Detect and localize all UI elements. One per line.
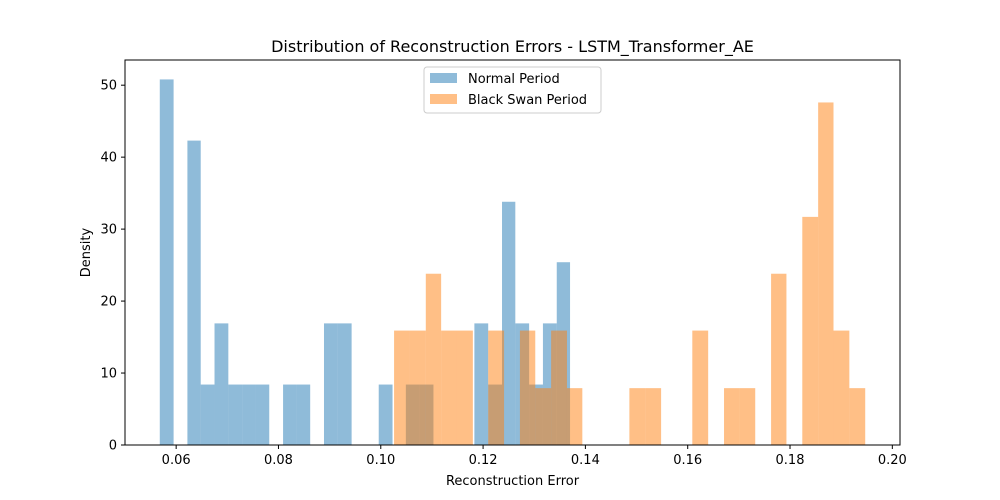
black-swan-period-bar-0 xyxy=(394,330,410,445)
black-swan-period-bar-29 xyxy=(849,388,866,445)
y-tick-label-3: 30 xyxy=(100,223,117,238)
black-swan-period-bar-24 xyxy=(771,273,787,445)
normal-period-bar-0 xyxy=(159,79,174,446)
x-tick-label-2: 0.10 xyxy=(366,453,395,468)
y-tick-label-0: 0 xyxy=(109,439,117,454)
x-axis: 0.06 0.08 0.10 0.12 0.14 0.16 0.18 0.20 xyxy=(162,445,907,468)
normal-period-bar-13 xyxy=(337,323,352,445)
normal-period-bar-2 xyxy=(187,140,201,445)
plot-frame xyxy=(124,59,901,446)
legend-box xyxy=(423,66,602,114)
x-tick-label-5: 0.16 xyxy=(673,453,702,468)
normal-period-bar-10 xyxy=(296,384,311,445)
black-swan-period-bar-28 xyxy=(833,330,850,445)
legend-swatch-normal-period xyxy=(430,73,457,83)
black-swan-period-bar-15 xyxy=(629,388,646,445)
black-swan-period-bar-26 xyxy=(802,216,819,445)
chart-title: Distribution of Reconstruction Errors - … xyxy=(271,37,754,57)
x-tick-label-3: 0.12 xyxy=(469,453,498,468)
legend-swatch-black-swan-period xyxy=(430,94,457,104)
black-swan-period-bar-10 xyxy=(551,330,567,445)
normal-period-bar-25 xyxy=(502,201,516,445)
black-swan-period-bar-16 xyxy=(645,388,662,445)
black-swan-period-bar-27 xyxy=(818,102,834,445)
y-tick-label-1: 10 xyxy=(100,367,117,382)
bars-group xyxy=(159,79,866,446)
black-swan-period-bar-9 xyxy=(535,388,552,445)
black-swan-period-bar-2 xyxy=(425,273,442,445)
x-tick-label-0: 0.06 xyxy=(162,453,191,468)
legend: Normal Period Black Swan Period xyxy=(423,66,602,114)
x-axis-label: Reconstruction Error xyxy=(446,474,580,489)
normal-period-bar-3 xyxy=(200,384,215,445)
x-tick-label-4: 0.14 xyxy=(571,453,600,468)
x-tick-label-6: 0.18 xyxy=(776,453,805,468)
normal-period-bar-16 xyxy=(378,384,393,445)
black-swan-period-bar-6 xyxy=(488,330,505,445)
y-tick-label-2: 20 xyxy=(100,295,117,310)
x-tick-label-1: 0.08 xyxy=(264,453,293,468)
normal-period-bar-12 xyxy=(323,323,338,445)
x-tick-label-7: 0.20 xyxy=(878,453,907,468)
black-swan-period-bar-22 xyxy=(739,388,756,445)
y-tick-label-5: 50 xyxy=(100,79,117,94)
black-swan-period-bar-4 xyxy=(456,330,473,445)
y-axis: 0 10 20 30 40 50 xyxy=(100,79,125,454)
black-swan-period-bar-8 xyxy=(519,330,536,445)
normal-period-bar-23 xyxy=(474,323,489,445)
legend-label-normal-period: Normal Period xyxy=(468,72,560,87)
black-swan-period-bar-3 xyxy=(441,330,457,445)
black-swan-period-bar-11 xyxy=(566,388,583,445)
normal-period-bar-5 xyxy=(228,384,243,445)
black-swan-period-bar-19 xyxy=(692,330,709,445)
normal-period-bar-7 xyxy=(255,384,270,445)
legend-label-black-swan-period: Black Swan Period xyxy=(468,93,587,108)
black-swan-period-bar-1 xyxy=(409,330,426,445)
normal-period-bar-6 xyxy=(242,384,256,445)
y-tick-label-4: 40 xyxy=(100,151,117,166)
normal-period-bar-4 xyxy=(214,323,229,445)
normal-period-bar-9 xyxy=(283,384,297,445)
y-axis-label: Density xyxy=(79,227,94,277)
black-swan-period-bar-21 xyxy=(724,388,740,445)
